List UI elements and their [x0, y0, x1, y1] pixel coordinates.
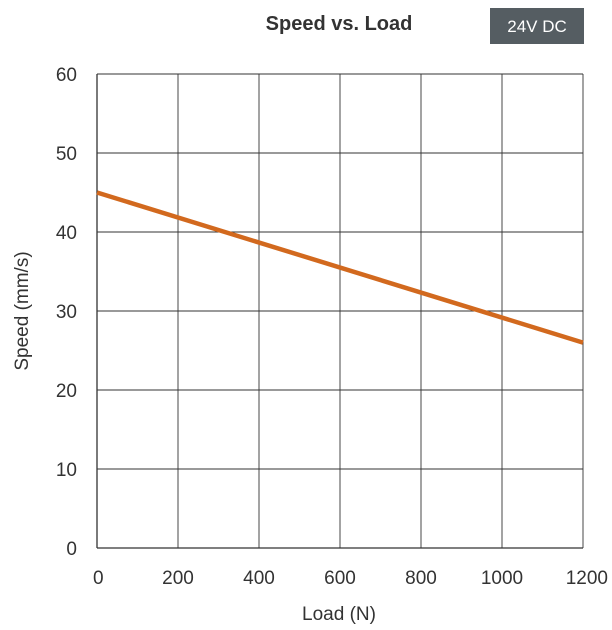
x-axis-title: Load (N) — [302, 604, 376, 625]
y-tick-label-50: 50 — [56, 144, 77, 165]
x-tick-label-1200: 1200 — [566, 568, 608, 589]
series-lines — [96, 190, 584, 345]
y-tick-label-60: 60 — [56, 65, 77, 86]
y-tick-label-30: 30 — [56, 302, 77, 323]
x-tick-label-1000: 1000 — [481, 568, 523, 589]
y-axis-title: Speed (mm/s) — [12, 251, 33, 370]
x-tick-label-0: 0 — [93, 568, 104, 589]
x-tick-labels: 0 200 400 600 800 1000 1200 — [93, 568, 608, 589]
y-tick-label-0: 0 — [66, 539, 77, 560]
x-tick-label-600: 600 — [324, 568, 356, 589]
x-tick-label-800: 800 — [405, 568, 437, 589]
voltage-badge-label: 24V DC — [507, 17, 567, 36]
voltage-badge-bg — [490, 8, 584, 44]
voltage-badge: 24V DC — [490, 8, 584, 44]
y-tick-label-20: 20 — [56, 381, 77, 402]
y-tick-label-40: 40 — [56, 223, 77, 244]
x-tick-label-200: 200 — [162, 568, 194, 589]
y-tick-label-10: 10 — [56, 460, 77, 481]
y-tick-labels: 0 10 20 30 40 50 60 — [56, 65, 77, 560]
grid-lines — [96, 73, 584, 549]
x-tick-label-400: 400 — [243, 568, 275, 589]
series-line-0 — [96, 190, 584, 345]
chart-title: Speed vs. Load — [266, 13, 413, 35]
